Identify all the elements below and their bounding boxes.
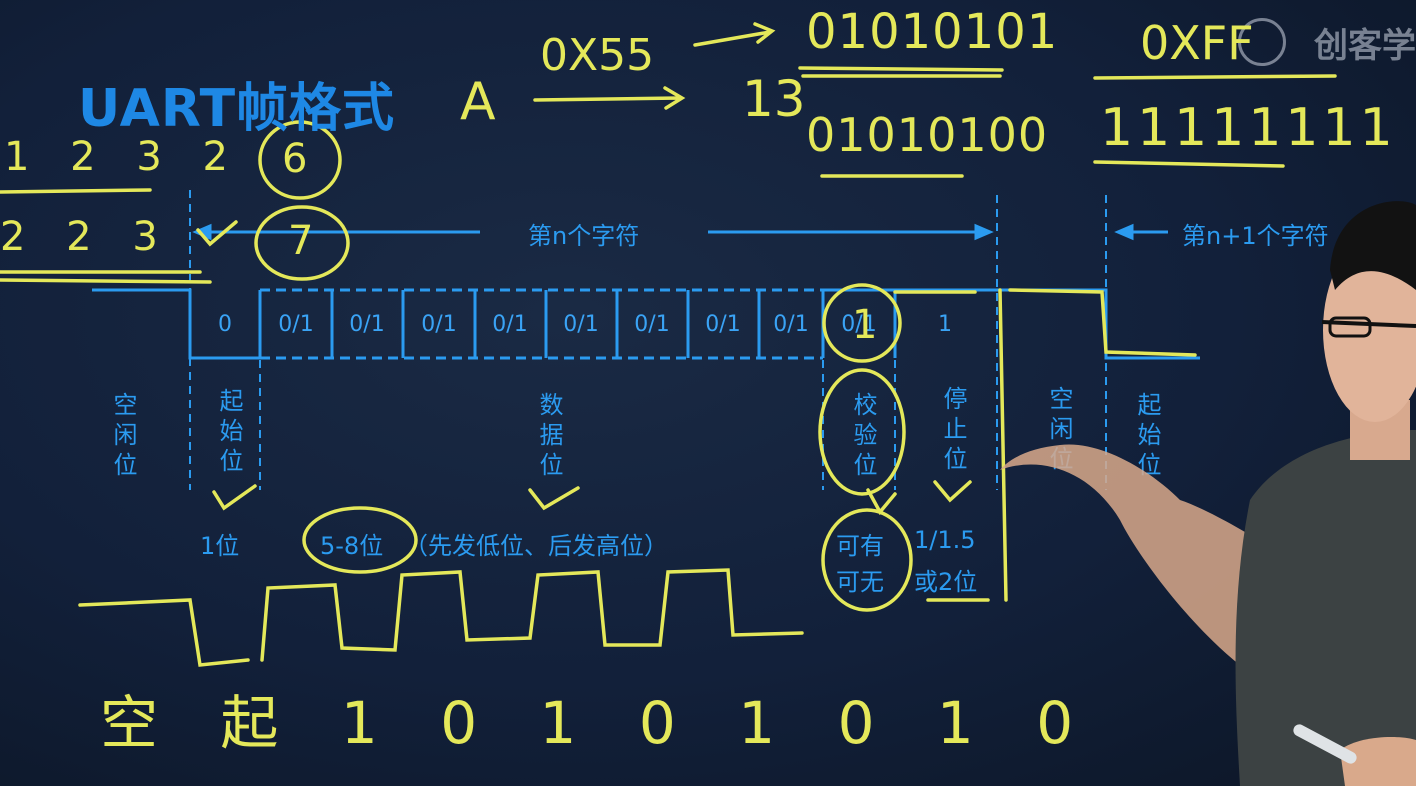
chalk-strokes (0, 22, 1337, 667)
data-note: （先发低位、后发高位） (404, 532, 668, 560)
chalk-ones: 11111111 (1100, 98, 1397, 158)
chalk-bits-top: 01010101 (806, 4, 1059, 60)
frame-cell: 0/1 (349, 312, 385, 337)
frame-cell: 0/1 (705, 312, 741, 337)
watermark-text: 创客学 (1314, 26, 1416, 66)
chalk-circle-6: 6 (282, 136, 308, 182)
frame-cell: 0/1 (634, 312, 670, 337)
data-cell-dividers (258, 290, 897, 358)
chalk-bottom-row: 空 起 1 0 1 0 1 0 1 0 (100, 689, 1096, 757)
presenter-hair (1330, 201, 1416, 290)
signal-waveform (92, 288, 1200, 360)
presenter-hand (1000, 444, 1300, 700)
chalk-hex-55: 0X55 (540, 30, 655, 81)
frame-cell: 0/1 (773, 312, 809, 337)
chalk-num-13: 13 (742, 70, 806, 128)
frame-cell: 1 (938, 312, 952, 337)
chalk-hex-ff: 0XFF (1140, 16, 1254, 70)
frame-cell: 0/1 (421, 312, 457, 337)
start-count: 1位 (200, 532, 240, 560)
watermark-logo-icon (1238, 18, 1286, 66)
label-idle: 空闲位 (109, 392, 137, 482)
label-start: 起始位 (215, 388, 243, 478)
label-char-n1: 第n+1个字符 (1182, 222, 1329, 250)
frame-cell: 0/1 (278, 312, 314, 337)
stop-note-2: 或2位 (914, 568, 978, 596)
parity-note-2: 可无 (836, 568, 884, 596)
chalk-circle-7: 7 (288, 218, 314, 264)
stop-note-1: 1/1.5 (914, 526, 976, 554)
chalk-bits-bottom: 01010100 (806, 108, 1049, 162)
frame-cell: 0/1 (841, 312, 877, 337)
marker-pen (1293, 724, 1357, 764)
chalk-letter-a: A (460, 72, 496, 132)
label-parity: 校验位 (849, 392, 877, 482)
chalk-left-row2: 2 2 3 (0, 214, 172, 260)
frame-cell: 0 (218, 312, 232, 337)
page-title: UART帧格式 (78, 79, 396, 139)
presenter-lower-hand (1340, 737, 1416, 786)
parity-note-1: 可有 (836, 532, 884, 560)
label-stop: 停止位 (939, 386, 967, 476)
label-start-2: 起始位 (1133, 392, 1161, 482)
data-count: 5-8位 (320, 532, 384, 560)
frame-cell: 0/1 (563, 312, 599, 337)
frame-cell: 0/1 (492, 312, 528, 337)
chalk-left-row1: 1 2 3 2 (4, 134, 242, 180)
label-data: 数据位 (535, 392, 563, 482)
label-char-n: 第n个字符 (528, 222, 640, 250)
chalk-circle-1: 1 (852, 302, 878, 348)
presenter-shirt (1235, 430, 1416, 786)
